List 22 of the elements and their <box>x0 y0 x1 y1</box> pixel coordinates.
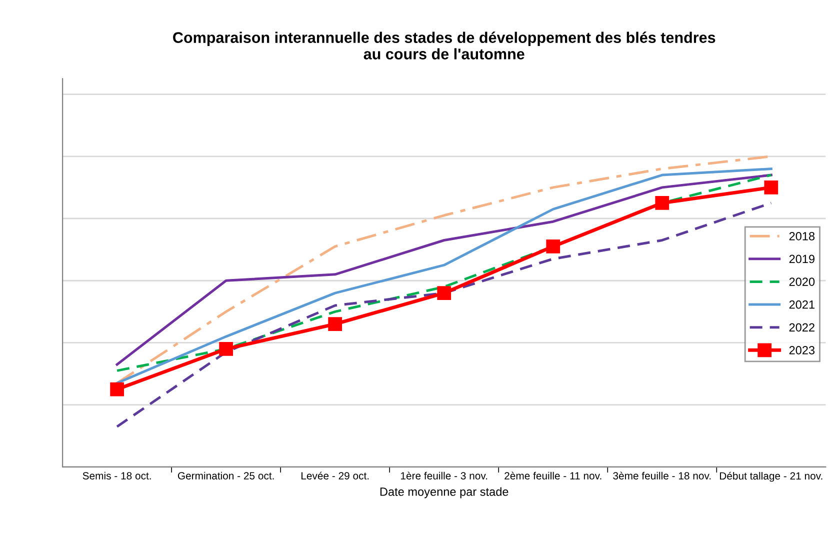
legend-label: 2018 <box>789 232 815 240</box>
point <box>219 342 234 356</box>
point <box>437 286 452 300</box>
x-tick-label: Levée - 29 oct. <box>301 472 369 480</box>
point <box>764 180 778 194</box>
point <box>110 382 124 396</box>
x-tick-label: 3ème feuille - 18 nov. <box>613 472 711 480</box>
point <box>655 196 670 210</box>
x-axis-title: Date moyenne par stade <box>380 487 508 498</box>
chart-title: Comparaison interannuelle des stades de développement des blés tendres au cours de l'automne <box>173 32 716 60</box>
legend-label: 2020 <box>789 278 815 286</box>
legend-label: 2023 <box>789 346 815 354</box>
point <box>546 240 560 254</box>
x-tick-label: 2ème feuille - 11 nov. <box>504 472 602 480</box>
x-tick-label: Début tallage - 21 nov. <box>720 472 822 482</box>
legend-label: 2021 <box>789 300 814 309</box>
legend-label: 2019 <box>789 254 814 264</box>
x-tick-label: 1ère feuille - 3 nov. <box>400 472 488 480</box>
x-tick-label: Germination - 25 oct. <box>178 472 274 480</box>
x-tick-label: Semis - 18 oct. <box>82 472 151 480</box>
legend-label: 2022 <box>789 323 814 332</box>
point <box>328 317 342 332</box>
